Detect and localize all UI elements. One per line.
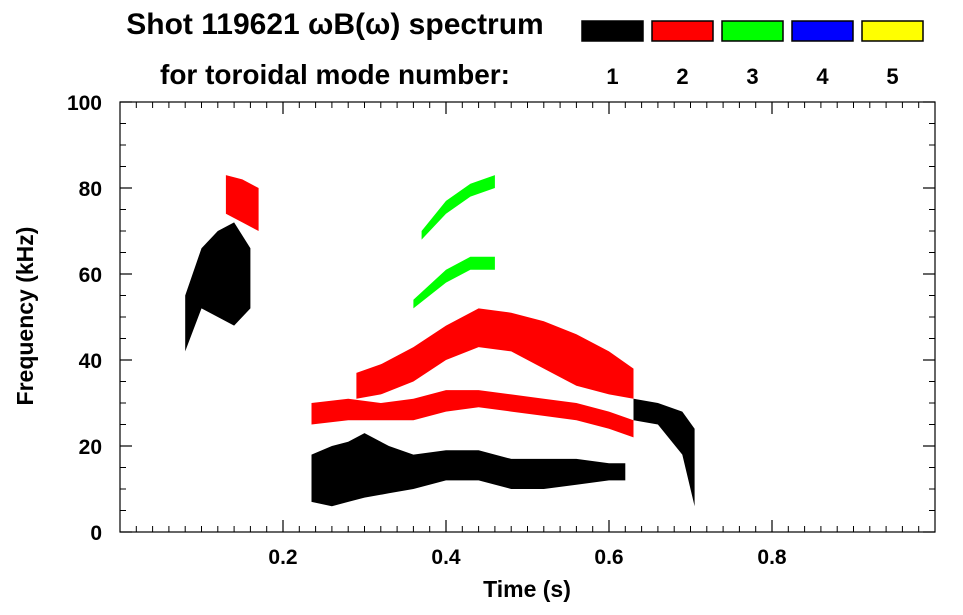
y-tick-label: 100 <box>67 92 102 115</box>
y-tick-label: 40 <box>79 350 102 373</box>
legend-swatch-mode-1 <box>581 20 644 42</box>
x-tick-label: 0.8 <box>757 546 787 569</box>
legend-swatch-mode-4 <box>791 20 854 42</box>
y-tick-label: 20 <box>79 436 102 459</box>
spectrum-region-mode-2-5 <box>356 308 634 399</box>
spectrum-region-mode-2-3 <box>225 175 259 231</box>
spectrum-region-mode-3-7 <box>413 256 495 309</box>
spectrum-region-mode-1-1 <box>311 433 626 507</box>
legend-label-mode-5: 5 <box>886 64 898 89</box>
spectrum-region-mode-1-0 <box>185 222 251 352</box>
x-axis-title: Time (s) <box>483 576 571 602</box>
y-tick-label: 80 <box>79 178 102 201</box>
x-tick-label: 0.6 <box>594 546 623 569</box>
spectrum-regions <box>185 175 695 507</box>
chart-title: Shot 119621 ωB(ω) spectrum <box>126 8 543 41</box>
y-axis-title: Frequency (kHz) <box>12 227 38 406</box>
legend-title: for toroidal mode number: <box>160 59 510 90</box>
y-tick-label: 60 <box>79 264 102 287</box>
legend-swatch-mode-3 <box>721 20 784 42</box>
spectrum-region-mode-1-2 <box>633 398 695 507</box>
legend-label-mode-4: 4 <box>816 64 829 89</box>
legend-swatch-mode-2 <box>651 20 714 42</box>
legend: 1 2 3 4 5 <box>581 20 924 89</box>
spectrum-region-mode-3-6 <box>421 175 495 240</box>
y-tick-label: 0 <box>90 522 102 545</box>
x-tick-label: 0.2 <box>268 546 297 569</box>
legend-label-mode-2: 2 <box>676 64 688 89</box>
legend-swatch-mode-5 <box>861 20 924 42</box>
axes: 0.2 0.4 0.6 0.8 0 20 40 60 80 100 <box>67 92 936 569</box>
spectrum-region-mode-2-4 <box>311 390 634 438</box>
legend-label-mode-3: 3 <box>746 64 758 89</box>
x-tick-label: 0.4 <box>431 546 461 569</box>
legend-label-mode-1: 1 <box>606 64 618 89</box>
